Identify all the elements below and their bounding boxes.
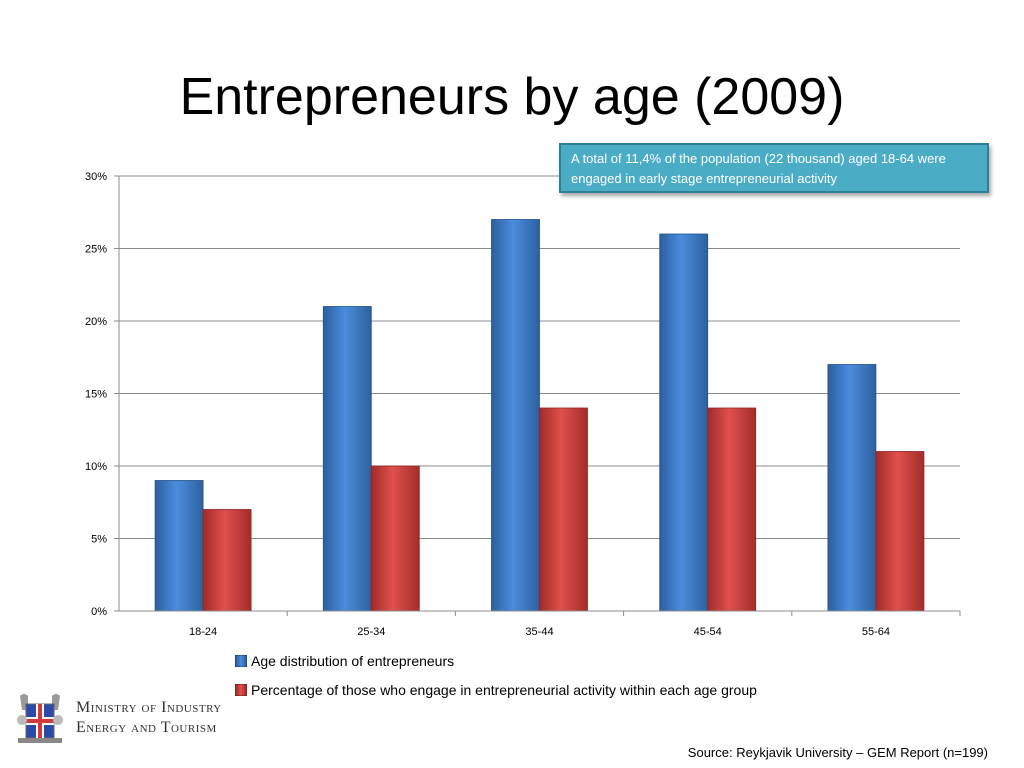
y-tick-label: 25% xyxy=(85,244,107,256)
x-tick-label: 55-64 xyxy=(862,626,890,638)
y-axis-ticks: 0% 5% 10% 15% 20% 25% 30% xyxy=(85,171,120,618)
bar-percentage-engaged-45-54 xyxy=(707,407,757,612)
bar-age-distribution-55-64 xyxy=(827,364,877,612)
callout-note: A total of 11,4% of the population (22 t… xyxy=(559,143,989,193)
slide-title: Entrepreneurs by age (2009) xyxy=(179,68,845,126)
x-tick-label: 45-54 xyxy=(694,626,722,638)
logo-line-1: Ministry of Industry xyxy=(76,699,222,716)
bars xyxy=(154,219,925,612)
legend-swatch-red xyxy=(235,684,247,696)
legend-label: Age distribution of entrepreneurs xyxy=(251,653,455,669)
bar-age-distribution-45-54 xyxy=(659,233,709,612)
bar-percentage-engaged-35-44 xyxy=(539,407,588,612)
bar-percentage-engaged-25-34 xyxy=(370,465,420,612)
bar-percentage-engaged-18-24 xyxy=(202,509,252,612)
chart-legend: Age distribution of entrepreneurs Percen… xyxy=(235,651,757,709)
y-tick-label: 10% xyxy=(85,461,107,473)
legend-label: Percentage of those who engage in entrep… xyxy=(251,682,757,698)
y-tick-label: 0% xyxy=(91,606,107,618)
legend-item-percentage-engaged: Percentage of those who engage in entrep… xyxy=(235,680,757,700)
bar-age-distribution-18-24 xyxy=(154,480,204,612)
y-tick-label: 20% xyxy=(85,316,107,328)
x-tick-label: 25-34 xyxy=(357,626,385,638)
x-tick-label: 18-24 xyxy=(189,626,217,638)
source-note: Source: Reykjavik University – GEM Repor… xyxy=(687,745,988,760)
y-tick-label: 30% xyxy=(85,171,107,183)
legend-item-age-distribution: Age distribution of entrepreneurs xyxy=(235,651,757,671)
bar-percentage-engaged-55-64 xyxy=(875,451,925,612)
ministry-logo: Ministry of Industry Energy and Tourism xyxy=(14,690,222,746)
bar-age-distribution-25-34 xyxy=(322,306,372,612)
bar-chart: 0% 5% 10% 15% 20% 25% 30% 18-24 25-34 35-44 45-54… xyxy=(85,171,961,638)
bar-age-distribution-35-44 xyxy=(491,219,540,612)
coat-of-arms-icon xyxy=(17,694,63,743)
y-tick-label: 15% xyxy=(85,389,107,401)
x-axis-ticks: 18-24 25-34 35-44 45-54 55-64 xyxy=(119,610,961,638)
logo-line-2: Energy and Tourism xyxy=(76,719,217,736)
y-tick-label: 5% xyxy=(91,534,107,546)
x-tick-label: 35-44 xyxy=(525,626,553,638)
legend-swatch-blue xyxy=(235,655,247,667)
